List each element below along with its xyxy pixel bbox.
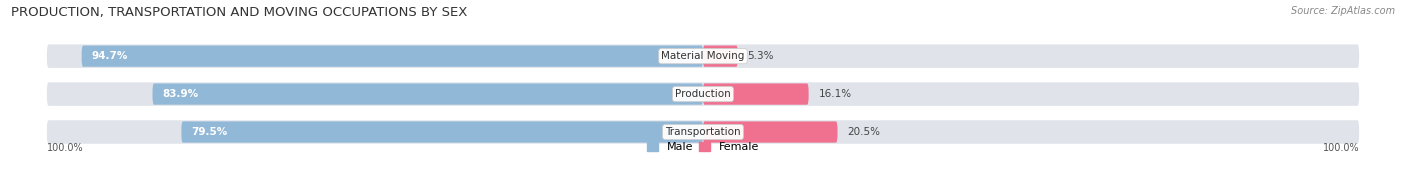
Text: 83.9%: 83.9%	[162, 89, 198, 99]
Text: 20.5%: 20.5%	[848, 127, 880, 137]
Legend: Male, Female: Male, Female	[643, 137, 763, 157]
Text: 79.5%: 79.5%	[191, 127, 228, 137]
Text: PRODUCTION, TRANSPORTATION AND MOVING OCCUPATIONS BY SEX: PRODUCTION, TRANSPORTATION AND MOVING OC…	[11, 6, 468, 19]
FancyBboxPatch shape	[703, 45, 738, 67]
Text: Source: ZipAtlas.com: Source: ZipAtlas.com	[1291, 6, 1395, 16]
Text: Transportation: Transportation	[665, 127, 741, 137]
FancyBboxPatch shape	[46, 44, 1360, 68]
FancyBboxPatch shape	[82, 45, 703, 67]
FancyBboxPatch shape	[152, 83, 703, 105]
Text: 5.3%: 5.3%	[748, 51, 775, 61]
FancyBboxPatch shape	[703, 121, 838, 143]
Text: 100.0%: 100.0%	[46, 143, 83, 153]
FancyBboxPatch shape	[46, 82, 1360, 106]
Text: 94.7%: 94.7%	[91, 51, 128, 61]
FancyBboxPatch shape	[46, 120, 1360, 144]
FancyBboxPatch shape	[181, 121, 703, 143]
Text: 16.1%: 16.1%	[818, 89, 852, 99]
FancyBboxPatch shape	[703, 83, 808, 105]
Text: 100.0%: 100.0%	[1323, 143, 1360, 153]
Text: Material Moving: Material Moving	[661, 51, 745, 61]
Text: Production: Production	[675, 89, 731, 99]
